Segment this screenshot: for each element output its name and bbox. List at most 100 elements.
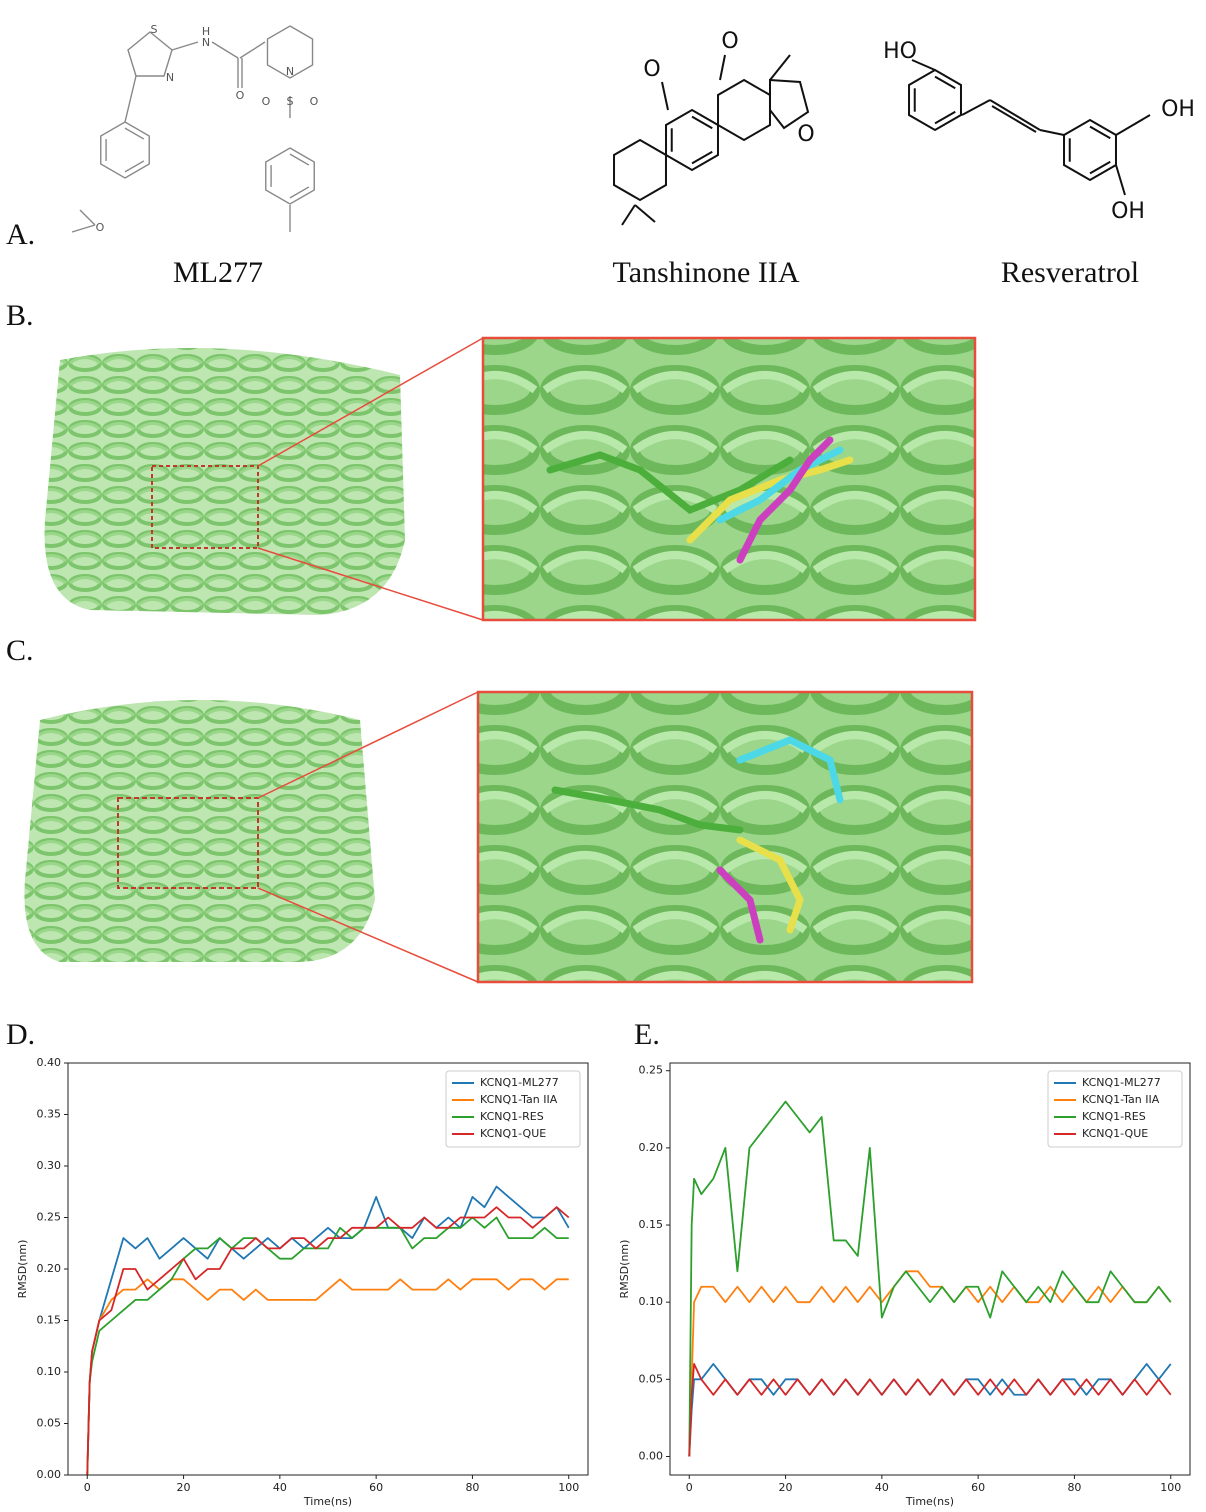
- ring-bond: [934, 75, 956, 90]
- y-tick-label: 0.20: [37, 1262, 62, 1275]
- ring-bond: [289, 186, 310, 199]
- ring: [100, 121, 150, 179]
- ring-bond: [124, 160, 145, 173]
- atom-label: N: [202, 36, 210, 49]
- y-tick-label: 0.10: [639, 1295, 664, 1308]
- legend-label: KCNQ1-RES: [480, 1110, 544, 1123]
- atom-label: N: [166, 71, 174, 84]
- y-tick-label: 0.40: [37, 1056, 62, 1069]
- atom-label: S: [287, 95, 294, 108]
- atom-label: O: [310, 95, 319, 108]
- ring: [717, 78, 771, 142]
- line-chart: 0.00 0.05 0.10 0.15 0.20 0.25 0.30 0.35 0.40 0 20 4…: [16, 1056, 589, 1508]
- axes-frame: [669, 1062, 1191, 1476]
- atom-label: O: [236, 89, 245, 102]
- line-chart: 0.00 0.05 0.10 0.15 0.20 0.25 0 20 40 60 80 100 Time…: [618, 1062, 1191, 1508]
- charts: 0.00 0.05 0.10 0.15 0.20 0.25 0.30 0.35 0.40 0 20 4…: [16, 1056, 1191, 1508]
- x-tick-label: 0: [84, 1481, 91, 1494]
- panel-label: A.: [6, 218, 35, 251]
- legend: KCNQ1-ML277 KCNQ1-Tan IIA KCNQ1-RES KCNQ1-Q…: [445, 1070, 581, 1148]
- x-tick-label: 20: [779, 1481, 793, 1494]
- atom-label: O: [262, 95, 271, 108]
- x-tick-label: 40: [875, 1481, 889, 1494]
- atom-label: S: [151, 23, 158, 36]
- y-tick-label: 0.25: [37, 1211, 62, 1224]
- x-tick-label: 100: [558, 1481, 579, 1494]
- y-tick-label: 0.05: [37, 1417, 62, 1430]
- atom-label: O: [643, 57, 660, 82]
- atom-label: HO: [883, 39, 917, 64]
- ring-bond: [289, 153, 310, 166]
- x-tick-label: 60: [369, 1481, 383, 1494]
- legend-label: KCNQ1-QUE: [480, 1127, 546, 1140]
- data-line: [86, 1216, 569, 1476]
- data-line: [86, 1185, 570, 1476]
- ring-bond: [1089, 125, 1111, 140]
- y-axis-label: RMSD(nm): [16, 1240, 29, 1299]
- legend-box: [445, 1070, 581, 1148]
- data-line: [688, 1270, 1172, 1457]
- atom-label: N: [286, 65, 294, 78]
- compound-name: ML277: [173, 256, 263, 289]
- y-tick-label: 0.35: [37, 1108, 62, 1121]
- y-tick-label: 0.25: [639, 1064, 664, 1077]
- legend-label: KCNQ1-RES: [1082, 1110, 1146, 1123]
- plot-area: [86, 1185, 570, 1476]
- data-line: [86, 1278, 569, 1476]
- data-line: [86, 1206, 570, 1476]
- y-tick-label: 0.00: [639, 1449, 664, 1462]
- panel-label: C.: [6, 634, 34, 667]
- ring: [266, 25, 314, 79]
- x-tick-label: 80: [1067, 1481, 1081, 1494]
- legend-label: KCNQ1-ML277: [1082, 1076, 1161, 1089]
- ring: [769, 78, 810, 130]
- ring: [265, 147, 315, 205]
- x-axis-label: Time(ns): [303, 1495, 352, 1508]
- y-tick-label: 0.15: [639, 1218, 664, 1231]
- protein-c: [24, 690, 974, 984]
- atom-label: OH: [1161, 97, 1195, 122]
- protein-b: [44, 336, 977, 622]
- y-tick-label: 0.30: [37, 1159, 62, 1172]
- x-tick-label: 60: [971, 1481, 985, 1494]
- ring-bond: [691, 115, 713, 130]
- atom-label: O: [721, 29, 738, 54]
- structure-resveratrol: [908, 59, 1151, 196]
- x-tick-label: 20: [177, 1481, 191, 1494]
- data-line: [688, 1362, 1172, 1457]
- ring-bond: [691, 150, 713, 165]
- x-tick-label: 100: [1160, 1481, 1181, 1494]
- y-tick-label: 0.15: [37, 1314, 62, 1327]
- panel-label: D.: [6, 1018, 35, 1051]
- atom-label: H: [202, 25, 210, 38]
- ring-bond: [1089, 160, 1111, 175]
- y-tick-label: 0.10: [37, 1365, 62, 1378]
- atom-label: O: [797, 122, 814, 147]
- atom-label: O: [96, 221, 105, 234]
- ring: [1063, 118, 1117, 182]
- y-tick-label: 0.00: [37, 1468, 62, 1481]
- data-line: [688, 1100, 1172, 1457]
- compound-name: Tanshinone IIA: [612, 256, 799, 289]
- structure-tanshinone: [613, 54, 810, 226]
- legend-label: KCNQ1-QUE: [1082, 1127, 1148, 1140]
- ring: [613, 138, 667, 202]
- x-tick-label: 40: [273, 1481, 287, 1494]
- legend-box: [1047, 1070, 1183, 1148]
- y-tick-label: 0.20: [639, 1141, 664, 1154]
- panel-label: B.: [6, 299, 34, 332]
- panel-label: E.: [634, 1018, 660, 1051]
- ring-bond: [934, 110, 956, 125]
- y-axis-label: RMSD(nm): [618, 1240, 631, 1299]
- data-line: [688, 1362, 1172, 1457]
- ring-bond: [124, 127, 145, 140]
- legend-label: KCNQ1-ML277: [480, 1076, 559, 1089]
- structure-ml277: [71, 25, 315, 233]
- plot-area: [688, 1100, 1172, 1457]
- legend-label: KCNQ1-Tan IIA: [480, 1093, 558, 1106]
- x-tick-label: 0: [686, 1481, 693, 1494]
- legend: KCNQ1-ML277 KCNQ1-Tan IIA KCNQ1-RES KCNQ1-Q…: [1047, 1070, 1183, 1148]
- ring: [665, 108, 719, 172]
- x-axis-label: Time(ns): [905, 1495, 954, 1508]
